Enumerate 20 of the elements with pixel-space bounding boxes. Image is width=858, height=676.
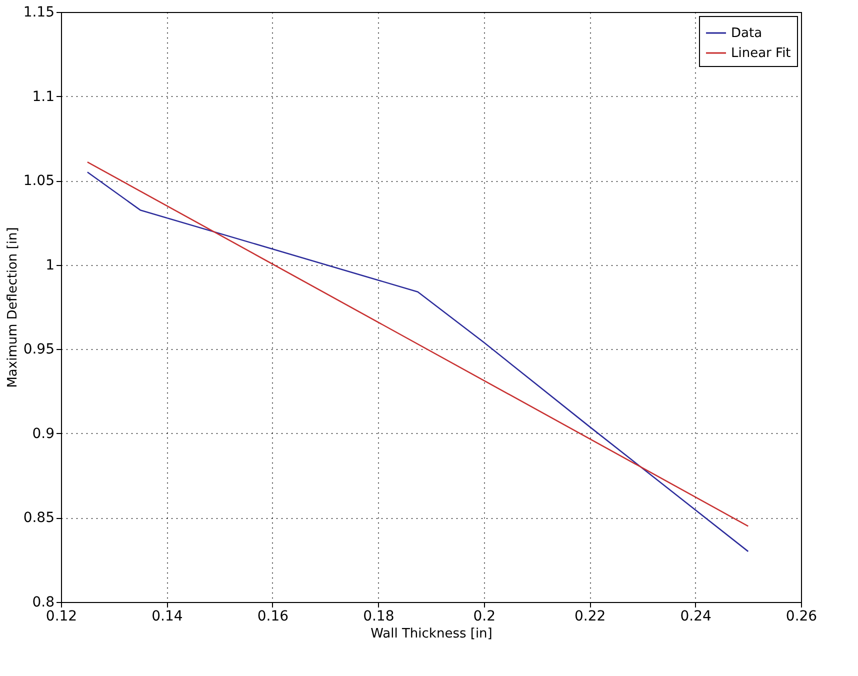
x-tick-label: 0.2	[473, 608, 496, 624]
y-axis-title: Maximum Deflection [in]	[5, 227, 20, 388]
x-tick-label: 0.22	[574, 608, 606, 624]
y-tick-label: 0.85	[23, 510, 54, 526]
x-tick-label: 0.12	[46, 608, 78, 624]
y-tick-label: 0.9	[32, 426, 54, 442]
x-tick-label: 0.24	[680, 608, 712, 624]
y-tick-label: 0.95	[23, 342, 54, 358]
x-axis-title: Wall Thickness [in]	[370, 626, 492, 642]
y-tick-label: 1.1	[32, 88, 54, 105]
x-tick-label: 0.18	[363, 608, 394, 624]
y-tick-label: 1	[46, 257, 54, 274]
y-tick-label: 0.8	[32, 594, 54, 610]
x-tick-label: 0.16	[257, 608, 289, 624]
legend-label: Data	[731, 26, 762, 41]
y-tick-label: 1.15	[23, 4, 54, 20]
legend-label: Linear Fit	[731, 46, 791, 61]
x-tick-label: 0.14	[152, 608, 183, 624]
x-tick-label: 0.26	[786, 608, 818, 624]
y-tick-label: 1.05	[23, 173, 54, 190]
